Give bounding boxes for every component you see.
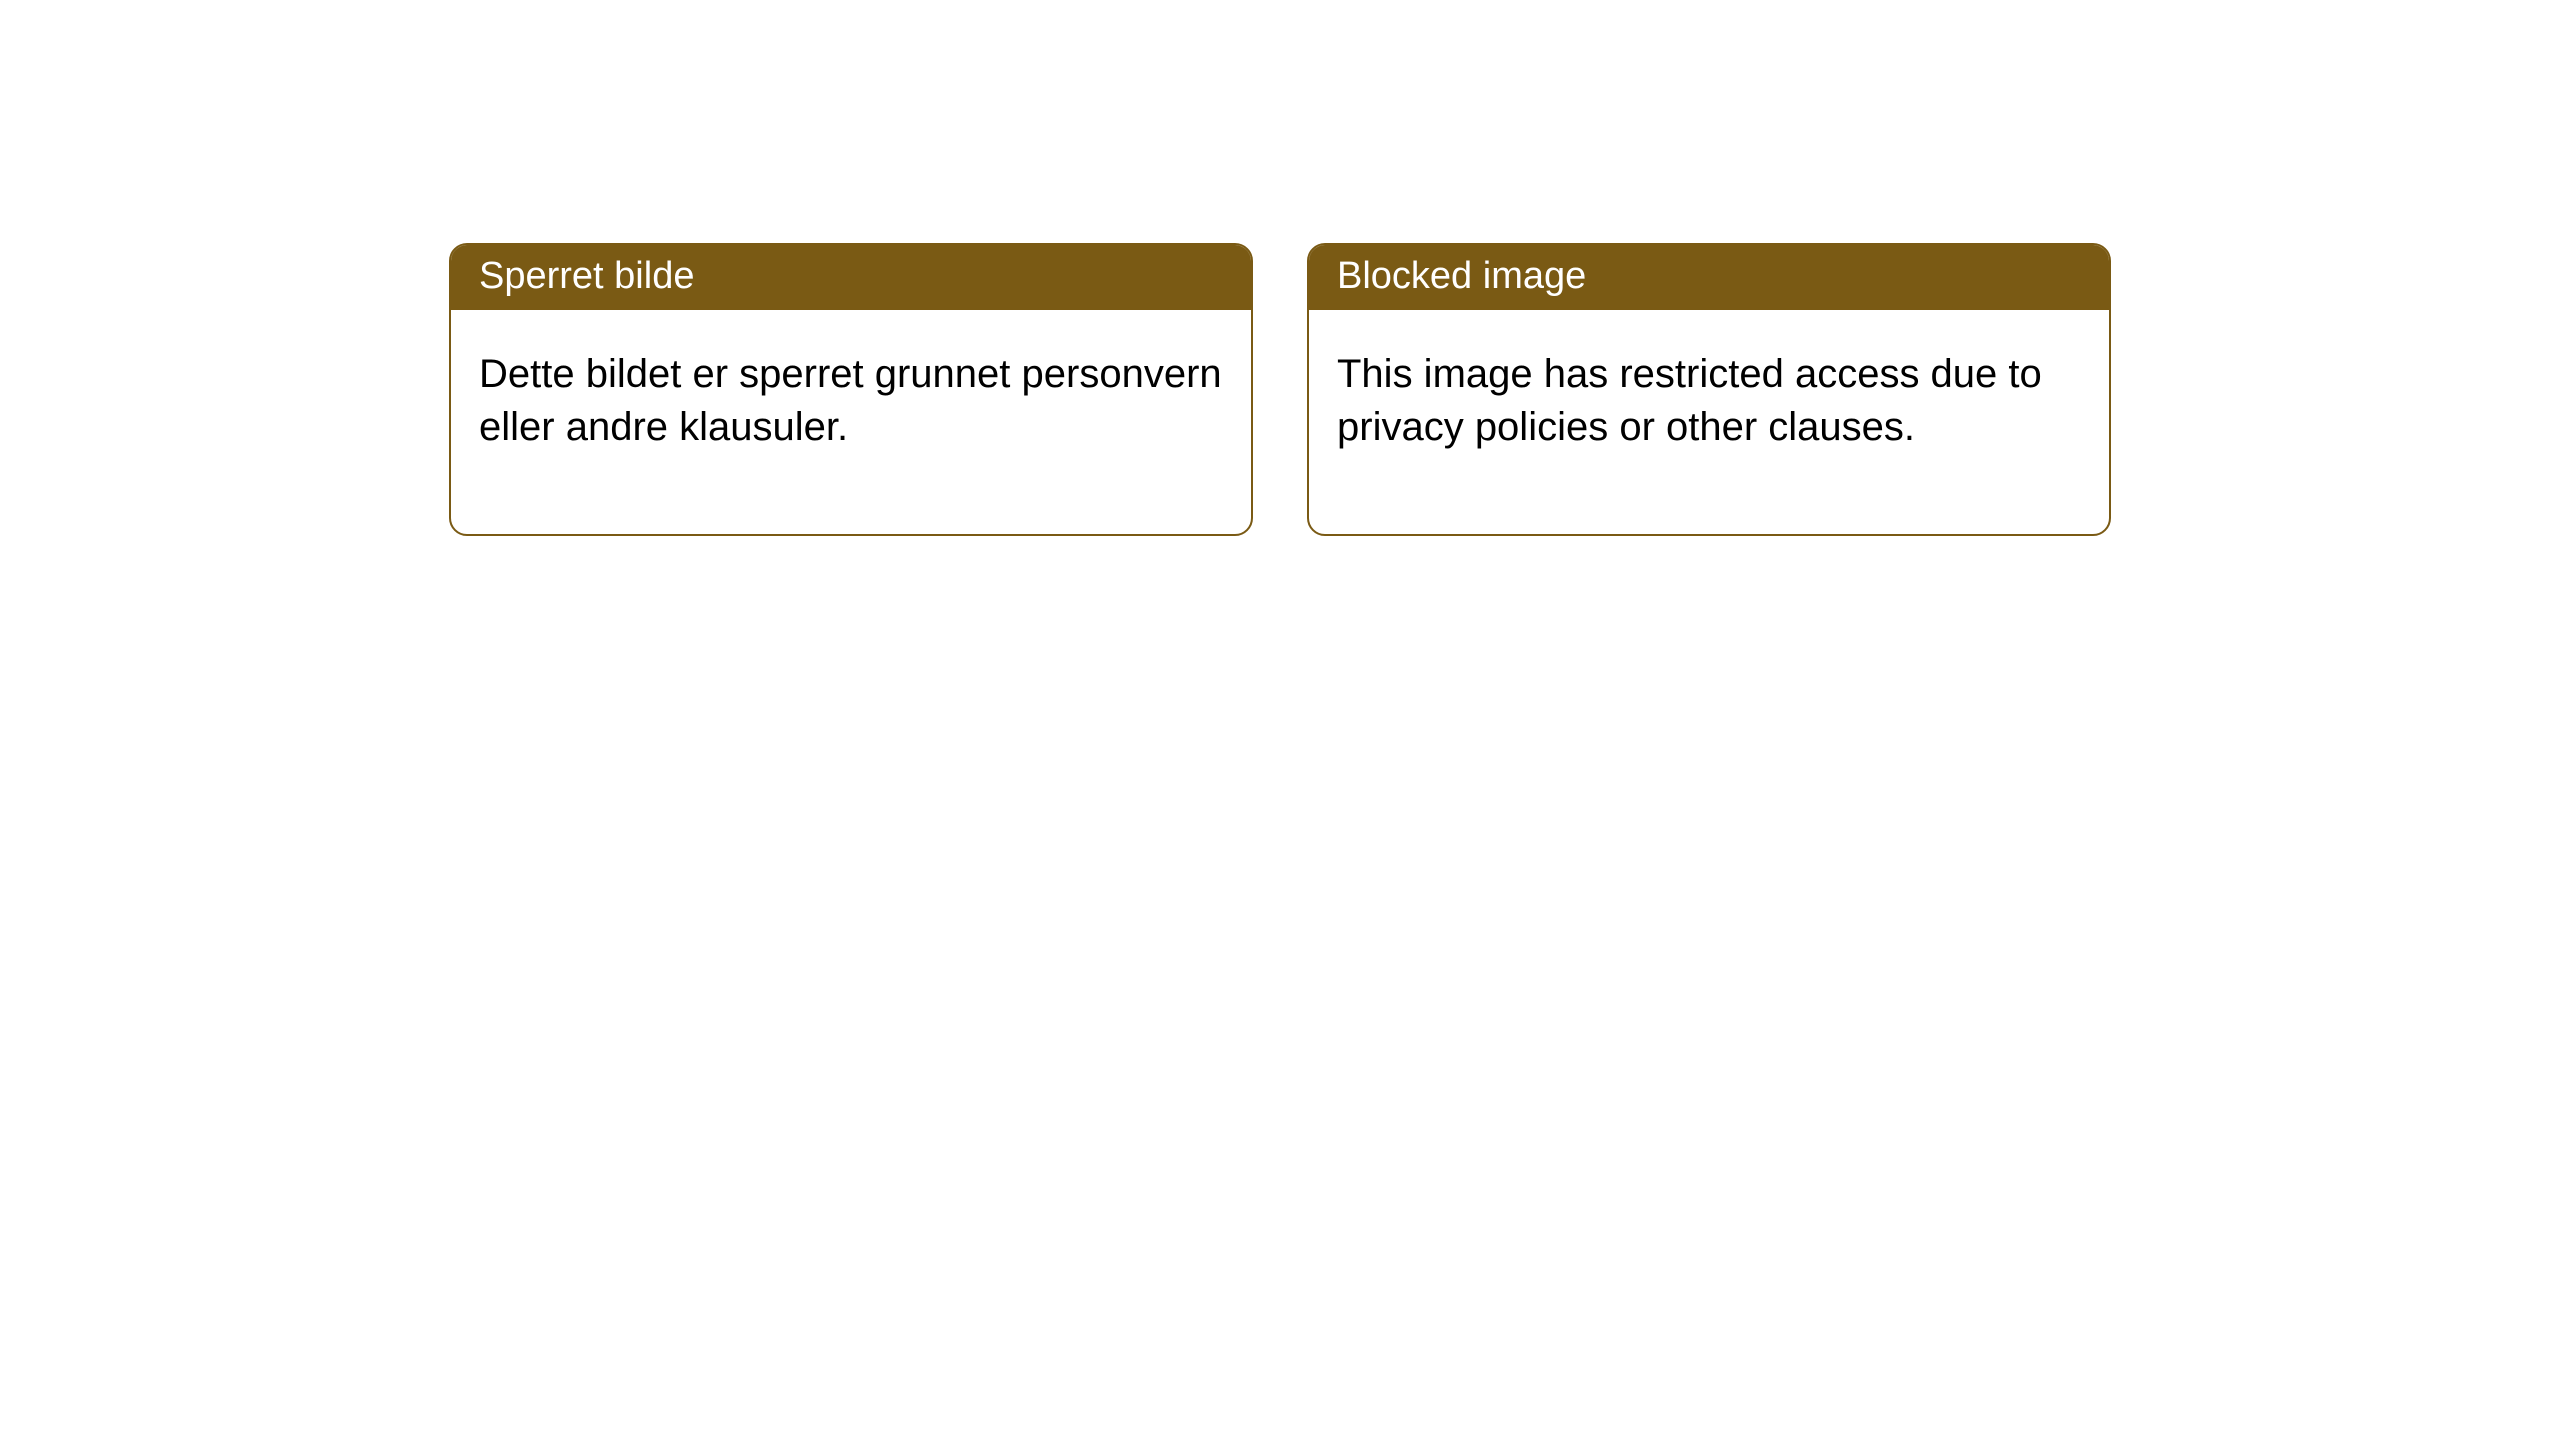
notice-header: Blocked image	[1309, 245, 2109, 310]
notice-container: Sperret bilde Dette bildet er sperret gr…	[449, 243, 2111, 536]
notice-card-norwegian: Sperret bilde Dette bildet er sperret gr…	[449, 243, 1253, 536]
notice-body: Dette bildet er sperret grunnet personve…	[451, 310, 1251, 534]
notice-header: Sperret bilde	[451, 245, 1251, 310]
notice-card-english: Blocked image This image has restricted …	[1307, 243, 2111, 536]
notice-body: This image has restricted access due to …	[1309, 310, 2109, 534]
